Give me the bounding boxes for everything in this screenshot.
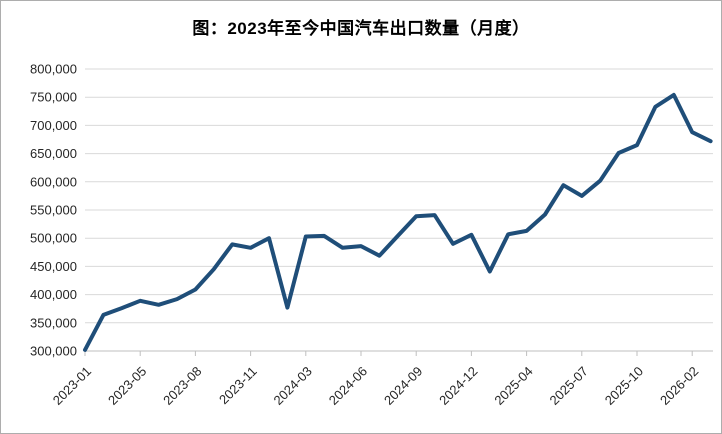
y-axis-label: 350,000 [30,315,77,330]
chart-title: 图：2023年至今中国汽车出口数量（月度） [192,19,530,38]
y-axis-label: 600,000 [30,174,77,189]
export-volume-series-line [83,92,713,352]
y-axis-label: 800,000 [30,62,77,77]
x-axis-label: 2024-03 [271,364,315,408]
x-axis-label: 2025-04 [491,364,535,408]
x-axis-label: 2025-10 [602,364,646,408]
x-axis-label: 2023-11 [216,364,260,408]
x-axis-label: 2026-02 [657,364,701,408]
x-axis-label: 2024-09 [381,364,425,408]
x-axis-label: 2024-12 [436,364,480,408]
x-axis-label: 2023-01 [50,364,94,408]
x-axis-label: 2025-07 [547,364,591,408]
y-axis-label: 550,000 [30,203,77,218]
y-axis-label: 700,000 [30,118,77,133]
y-axis-label: 500,000 [30,231,77,246]
x-axis-label: 2024-06 [326,364,370,408]
x-axis-label: 2023-08 [160,364,204,408]
y-axis-label: 300,000 [30,344,77,359]
y-axis-label: 400,000 [30,287,77,302]
x-axis-label: 2023-05 [105,364,149,408]
y-axis-label: 650,000 [30,146,77,161]
y-axis-label: 750,000 [30,90,77,105]
y-axis-label: 450,000 [30,259,77,274]
